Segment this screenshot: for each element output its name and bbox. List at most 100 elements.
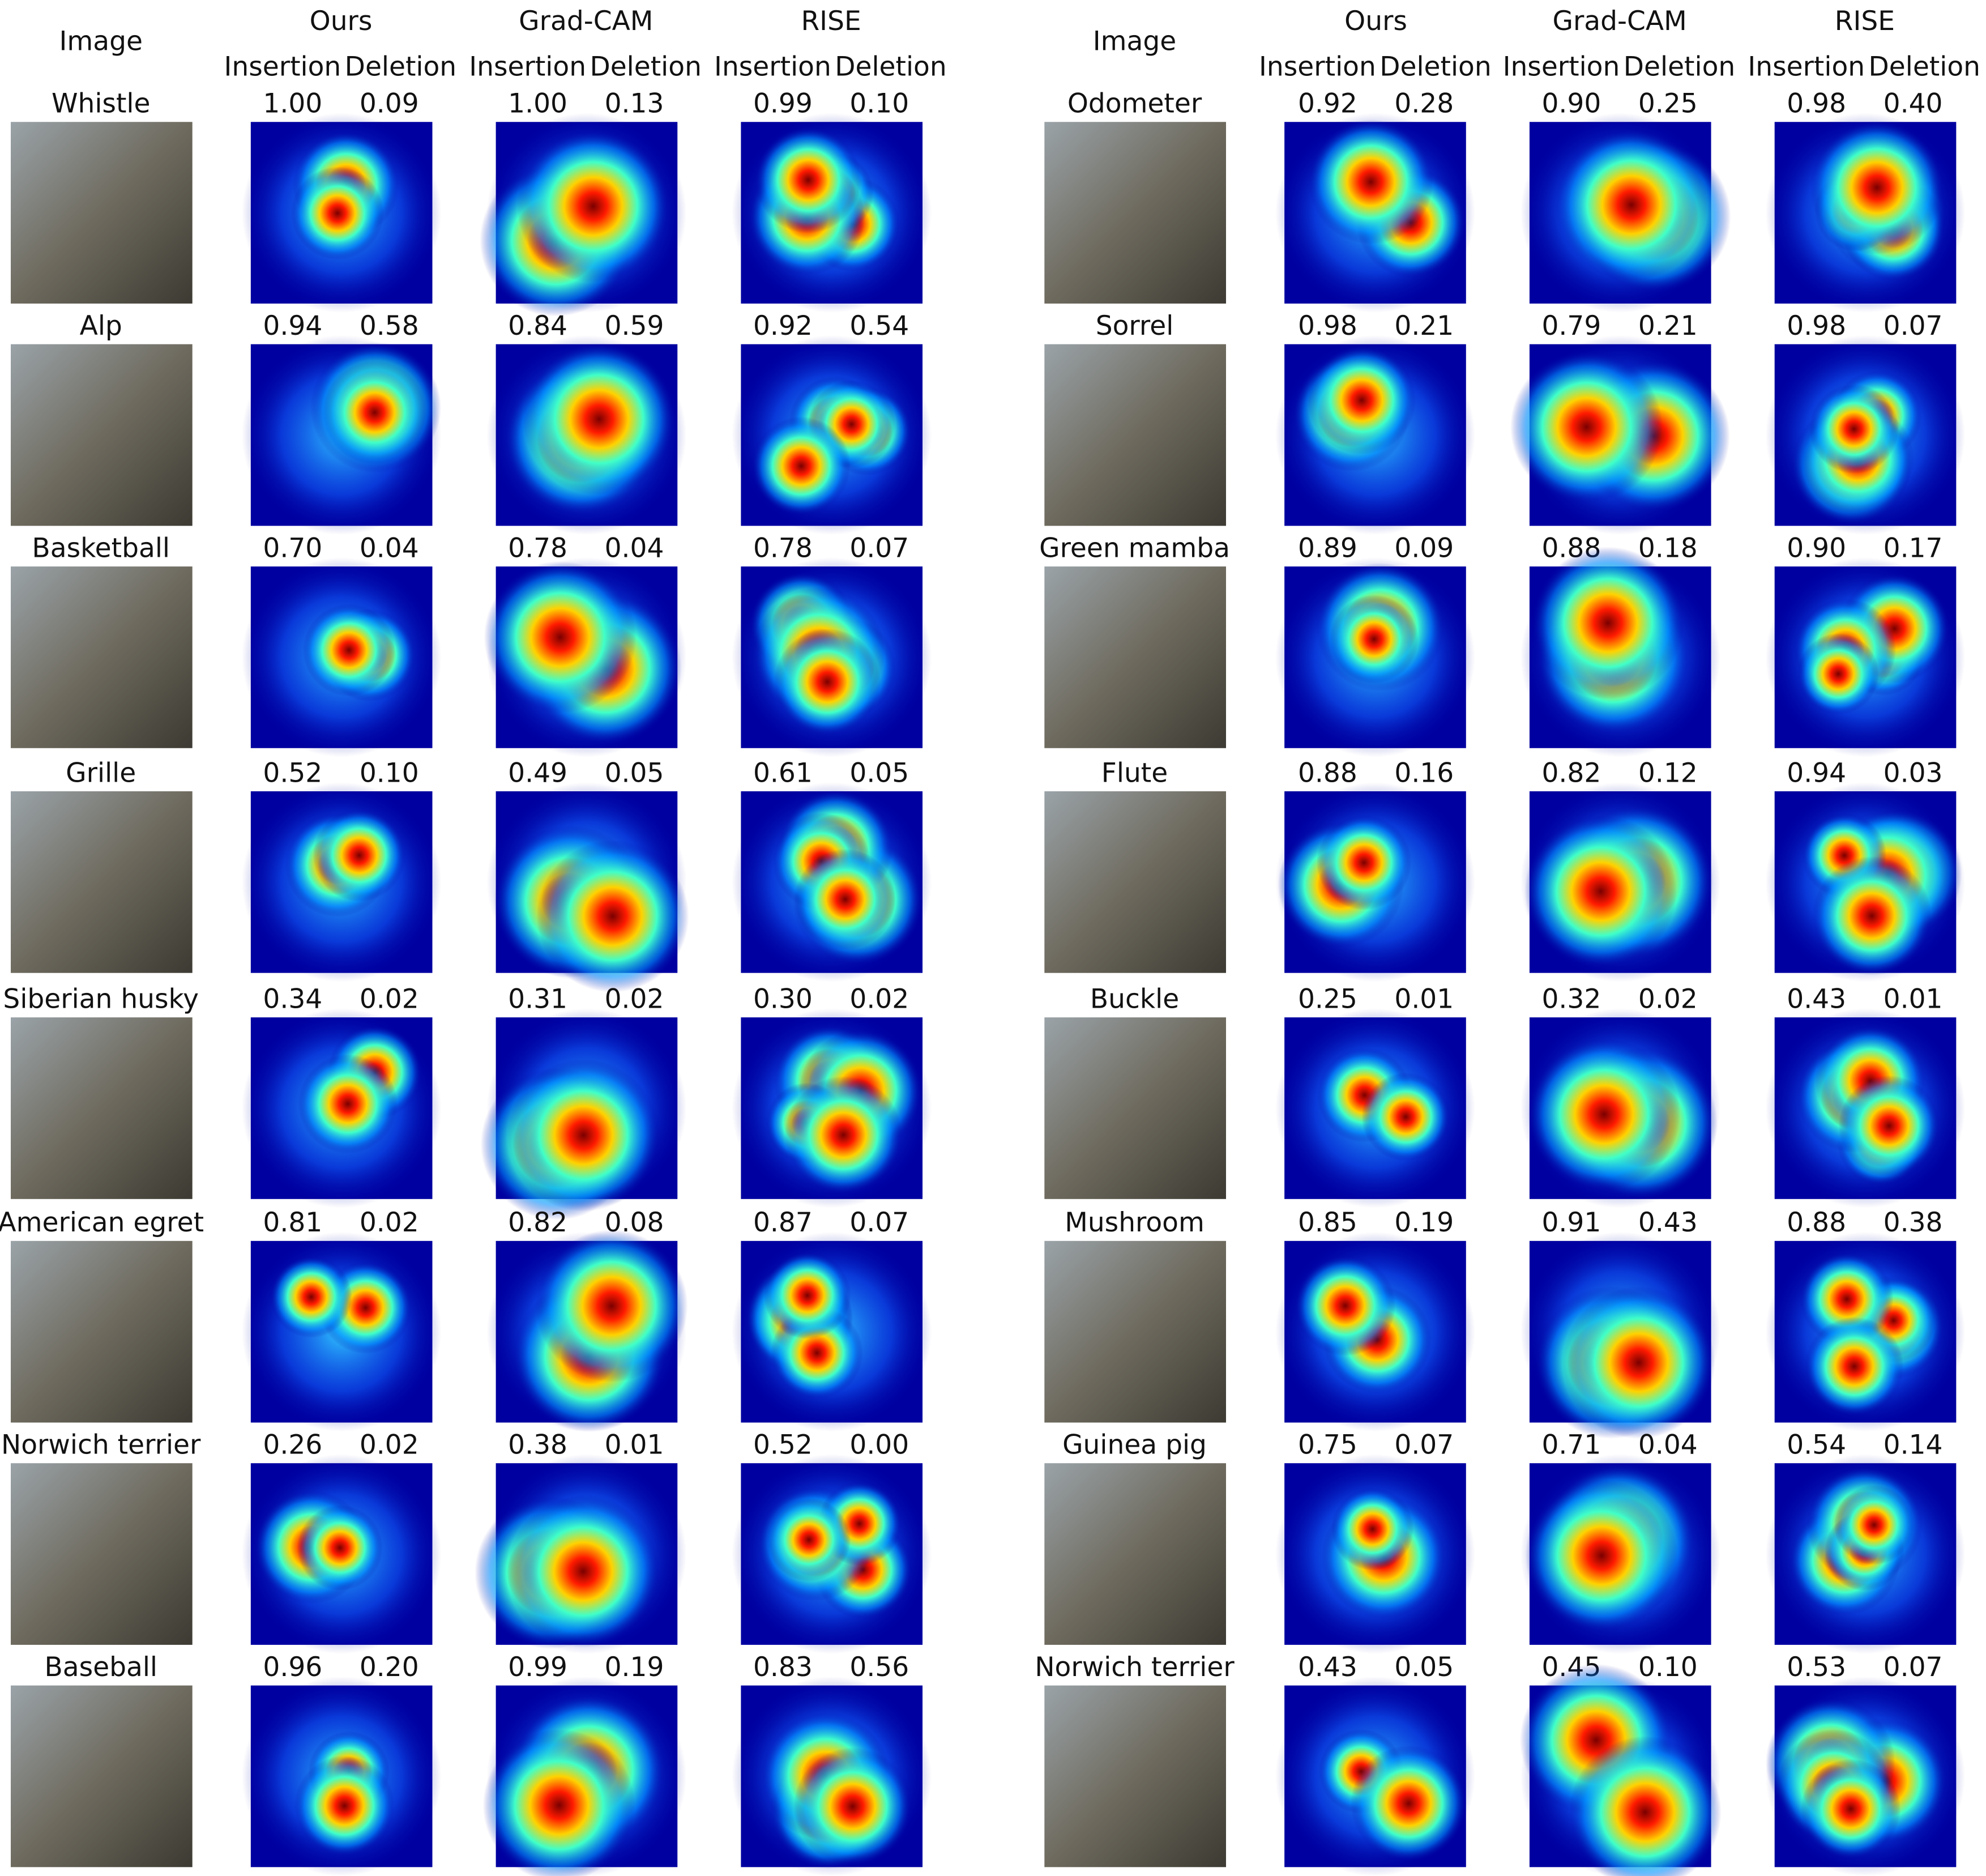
heatmap-blob (774, 628, 881, 736)
method-header: Ours (1344, 6, 1407, 37)
row-label: Buckle (1090, 983, 1179, 1014)
score: 0.04 (1638, 1430, 1698, 1461)
score: 1.00 (263, 88, 322, 120)
score: 1.00 (508, 88, 567, 120)
score: 0.17 (1884, 532, 1943, 564)
score: 0.03 (1884, 757, 1943, 788)
heatmap-blob (1569, 1736, 1722, 1876)
input-photo (11, 344, 193, 526)
heatmap-blob (1809, 384, 1899, 474)
score: 0.09 (1394, 532, 1454, 564)
method-header: Grad-CAM (1552, 6, 1686, 37)
score: 0.32 (1541, 983, 1601, 1014)
row-label: Grille (66, 757, 136, 788)
score: 0.25 (1298, 983, 1357, 1014)
input-photo (1044, 1463, 1226, 1645)
heatmap-blob (516, 130, 670, 283)
score: 0.78 (508, 532, 567, 564)
score: 0.04 (605, 532, 664, 564)
score: 0.02 (849, 983, 909, 1014)
row-label: Mushroom (1065, 1207, 1205, 1238)
heatmap-blob (793, 1747, 912, 1866)
score: 0.38 (1884, 1207, 1943, 1238)
heatmap-blob (1316, 815, 1412, 910)
heatmap-blob (294, 1755, 395, 1856)
heatmap-blob (767, 1498, 851, 1582)
input-photo (1044, 122, 1226, 304)
heatmap-blob (751, 416, 851, 516)
score: 0.40 (1884, 88, 1943, 120)
score: 0.12 (1638, 757, 1698, 788)
heatmap-blob (1834, 1485, 1915, 1565)
score: 0.38 (508, 1430, 567, 1461)
heatmap-blob (484, 561, 637, 714)
heatmap-blob (795, 849, 896, 950)
score: 0.90 (1541, 88, 1601, 120)
score: 0.07 (849, 1207, 909, 1238)
heatmap-blob (482, 1729, 635, 1876)
score: 0.26 (263, 1430, 322, 1461)
heatmap-blob (1562, 1286, 1715, 1439)
metric-header: Deletion (1624, 52, 1735, 83)
heatmap-blob (1804, 1316, 1904, 1416)
row-label: Norwich terrier (1035, 1652, 1235, 1683)
input-photo (11, 122, 193, 304)
score: 0.82 (1541, 757, 1601, 788)
score: 0.14 (1884, 1430, 1943, 1461)
score: 0.92 (753, 310, 813, 342)
heatmap-blob (1838, 1075, 1940, 1176)
row-label: Guinea pig (1062, 1430, 1207, 1461)
score: 0.34 (263, 983, 322, 1014)
metric-header: Deletion (345, 52, 456, 83)
heatmap-blob (507, 1495, 660, 1648)
score: 0.98 (1787, 310, 1846, 342)
heatmap-blob (291, 167, 385, 260)
score: 0.61 (753, 757, 813, 788)
score: 0.04 (360, 532, 419, 564)
heatmap-blob (1330, 595, 1419, 684)
heatmap-blob (298, 1054, 398, 1154)
heatmap-blob (270, 1256, 352, 1338)
heatmap-blob (1797, 633, 1880, 715)
score: 0.07 (1394, 1430, 1454, 1461)
row-label: Odometer (1067, 88, 1202, 120)
score: 0.10 (1638, 1652, 1698, 1683)
score: 0.07 (1884, 310, 1943, 342)
row-label: Alp (80, 310, 122, 342)
score: 0.43 (1787, 983, 1846, 1014)
score: 0.02 (1638, 983, 1698, 1014)
score: 0.02 (360, 983, 419, 1014)
metric-header: Deletion (835, 52, 946, 83)
heatmap-blob (536, 839, 689, 993)
score: 0.88 (1298, 757, 1357, 788)
score: 0.05 (1394, 1652, 1454, 1683)
heatmap-blob (1810, 121, 1944, 255)
score: 0.83 (753, 1652, 813, 1683)
score: 0.54 (849, 310, 909, 342)
score: 0.02 (605, 983, 664, 1014)
score: 0.98 (1298, 310, 1357, 342)
score: 0.07 (1884, 1652, 1943, 1683)
score: 0.00 (849, 1430, 909, 1461)
method-header: RISE (801, 6, 861, 37)
method-header: Ours (310, 6, 373, 37)
score: 0.07 (849, 532, 909, 564)
score: 0.31 (508, 983, 567, 1014)
score: 0.13 (605, 88, 664, 120)
heatmap-blob (1531, 547, 1685, 700)
input-photo (1044, 566, 1226, 748)
input-photo (11, 1685, 193, 1868)
image-header: Image (59, 26, 142, 57)
score: 0.87 (753, 1207, 813, 1238)
score: 0.25 (1638, 88, 1698, 120)
heatmap-blob (1812, 856, 1932, 976)
heatmap-blob (1510, 351, 1663, 504)
heatmap-blob (1331, 1487, 1414, 1571)
heatmap-blob (302, 603, 396, 697)
score: 0.10 (849, 88, 909, 120)
score: 0.94 (1787, 757, 1846, 788)
heatmap-blob (1295, 1255, 1396, 1357)
score: 0.96 (263, 1652, 322, 1683)
